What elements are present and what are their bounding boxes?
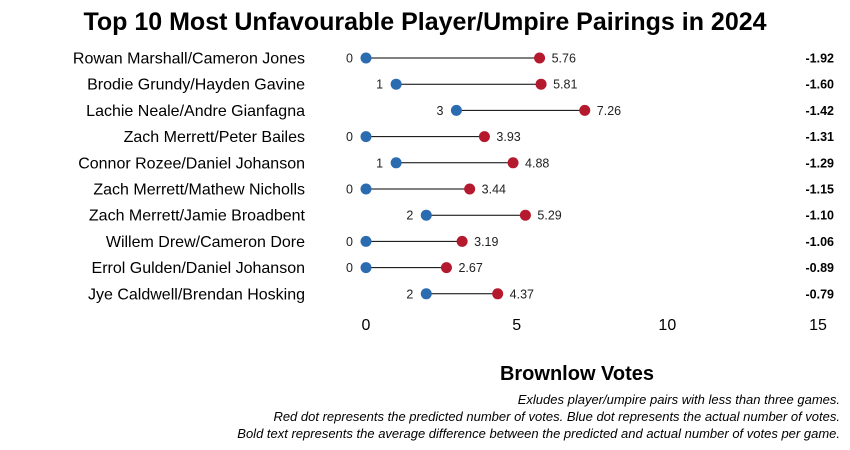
predicted-votes-dot (492, 288, 504, 300)
avg-difference-label: -0.89 (806, 261, 835, 275)
predicted-votes-dot (535, 78, 547, 90)
actual-votes-label: 2 (406, 287, 413, 301)
actual-votes-label: 0 (346, 235, 353, 249)
x-axis-title: Brownlow Votes (500, 363, 654, 385)
avg-difference-label: -1.06 (806, 235, 835, 249)
actual-votes-dot (360, 131, 372, 143)
pairing-row: Willem Drew/Cameron Dore 0 3.19 -1.06 (106, 234, 834, 251)
pairing-row: Zach Merrett/Mathew Nicholls 0 3.44 -1.15 (93, 182, 834, 199)
chart-title: Top 10 Most Unfavourable Player/Umpire P… (83, 8, 766, 36)
actual-votes-label: 2 (406, 209, 413, 223)
actual-votes-label: 0 (346, 183, 353, 197)
footnote-2: Red dot represents the predicted number … (273, 409, 840, 424)
actual-votes-dot (420, 288, 432, 300)
actual-votes-dot (420, 209, 432, 221)
pairing-label: Brodie Grundy/Hayden Gavine (87, 77, 305, 94)
footnote-3: Bold text represents the average differe… (237, 426, 840, 441)
predicted-votes-label: 3.44 (482, 183, 506, 197)
actual-votes-label: 0 (346, 52, 353, 66)
pairing-row: Zach Merrett/Peter Bailes 0 3.93 -1.31 (124, 129, 834, 146)
x-tick-label: 0 (362, 317, 371, 334)
actual-votes-dot (390, 157, 402, 169)
pairing-row: Errol Gulden/Daniel Johanson 0 2.67 -0.89 (92, 260, 835, 277)
pairing-row: Jye Caldwell/Brendan Hosking 2 4.37 -0.79 (88, 286, 834, 303)
predicted-votes-dot (519, 209, 531, 221)
pairing-label: Zach Merrett/Jamie Broadbent (89, 208, 306, 225)
predicted-votes-label: 4.88 (525, 156, 549, 170)
predicted-votes-dot (440, 262, 452, 274)
actual-votes-label: 0 (346, 261, 353, 275)
actual-votes-label: 1 (376, 156, 383, 170)
actual-votes-dot (360, 183, 372, 195)
actual-votes-dot (360, 52, 372, 64)
predicted-votes-label: 7.26 (597, 104, 621, 118)
actual-votes-label: 0 (346, 130, 353, 144)
x-axis-ticks: 0 5 10 15 (362, 317, 827, 334)
x-tick-label: 15 (809, 317, 827, 334)
x-tick-label: 5 (512, 317, 521, 334)
predicted-votes-dot (464, 183, 476, 195)
pairing-label: Connor Rozee/Daniel Johanson (78, 155, 305, 172)
pairing-row: Lachie Neale/Andre Gianfagna 3 7.26 -1.42 (86, 103, 834, 120)
avg-difference-label: -1.10 (806, 209, 835, 223)
avg-difference-label: -1.29 (806, 156, 835, 170)
predicted-votes-dot (478, 131, 490, 143)
avg-difference-label: -1.15 (806, 183, 835, 197)
predicted-votes-label: 3.93 (496, 130, 520, 144)
pairing-row: Brodie Grundy/Hayden Gavine 1 5.81 -1.60 (87, 77, 834, 94)
actual-votes-label: 3 (436, 104, 443, 118)
pairing-row: Zach Merrett/Jamie Broadbent 2 5.29 -1.10 (89, 208, 834, 225)
pairing-row: Connor Rozee/Daniel Johanson 1 4.88 -1.29 (78, 155, 834, 172)
predicted-votes-label: 2.67 (458, 261, 482, 275)
footnote-1: Exludes player/umpire pairs with less th… (518, 392, 840, 407)
avg-difference-label: -1.31 (806, 130, 835, 144)
actual-votes-dot (450, 104, 462, 116)
predicted-votes-dot (534, 52, 546, 64)
actual-votes-label: 1 (376, 78, 383, 92)
avg-difference-label: -0.79 (806, 287, 835, 301)
predicted-votes-label: 5.29 (537, 209, 561, 223)
pairing-label: Willem Drew/Cameron Dore (106, 234, 305, 251)
chart-rows: Rowan Marshall/Cameron Jones 0 5.76 -1.92 Br… (73, 51, 834, 304)
pairing-label: Errol Gulden/Daniel Johanson (92, 260, 305, 277)
pairing-label: Jye Caldwell/Brendan Hosking (88, 286, 305, 303)
pairing-label: Zach Merrett/Peter Bailes (124, 129, 305, 146)
pairing-label: Rowan Marshall/Cameron Jones (73, 51, 305, 68)
avg-difference-label: -1.42 (806, 104, 835, 118)
avg-difference-label: -1.60 (806, 78, 835, 92)
actual-votes-dot (360, 235, 372, 247)
predicted-votes-dot (579, 104, 591, 116)
predicted-votes-label: 3.19 (474, 235, 498, 249)
x-tick-label: 10 (658, 317, 676, 334)
predicted-votes-label: 5.81 (553, 78, 577, 92)
predicted-votes-label: 5.76 (552, 52, 576, 66)
actual-votes-dot (390, 78, 402, 90)
pairing-label: Zach Merrett/Mathew Nicholls (93, 182, 305, 199)
pairing-label: Lachie Neale/Andre Gianfagna (86, 103, 305, 120)
predicted-votes-dot (507, 157, 519, 169)
predicted-votes-label: 4.37 (510, 287, 534, 301)
actual-votes-dot (360, 262, 372, 274)
avg-difference-label: -1.92 (806, 52, 835, 66)
predicted-votes-dot (456, 235, 468, 247)
pairing-row: Rowan Marshall/Cameron Jones 0 5.76 -1.92 (73, 51, 834, 68)
